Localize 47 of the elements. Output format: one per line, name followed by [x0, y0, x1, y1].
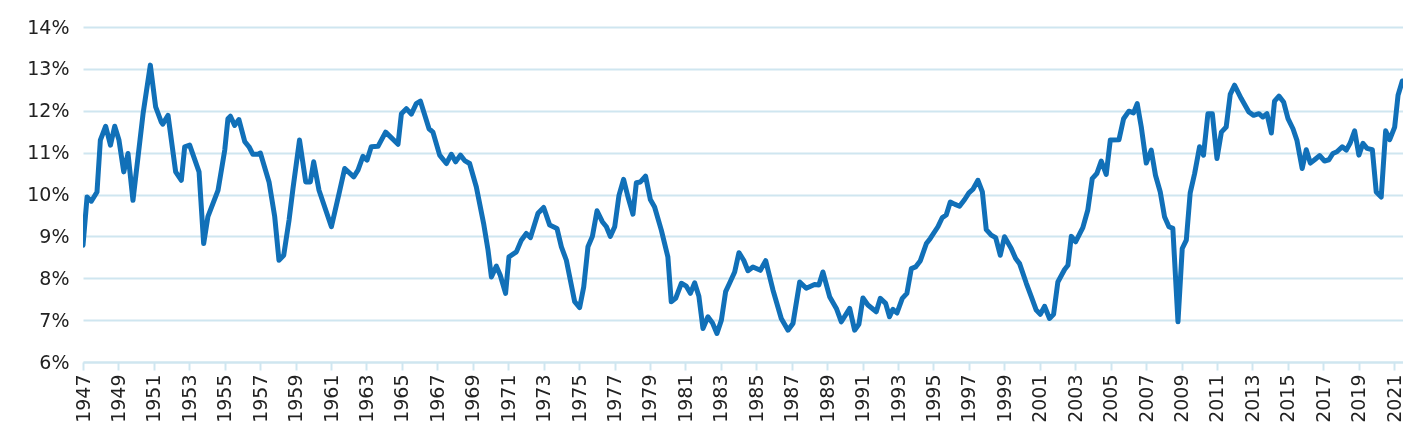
x-tick-label: 1997 [957, 374, 980, 423]
x-tick-label: 2009 [1170, 374, 1193, 423]
y-tick-label: 6% [39, 350, 70, 373]
x-tick-label: 1991 [851, 374, 874, 423]
x-tick-label: 1971 [496, 374, 519, 423]
x-tick-label: 2003 [1063, 374, 1086, 423]
x-tick-label: 1977 [603, 374, 626, 423]
x-tick-label: 1963 [354, 374, 377, 423]
x-tick-label: 1947 [71, 374, 94, 423]
x-tick-label: 2017 [1311, 374, 1334, 423]
x-tick-label: 1983 [709, 374, 732, 423]
y-tick-label: 14% [27, 15, 70, 38]
y-tick-label: 13% [27, 57, 70, 80]
y-tick-label: 11% [27, 141, 70, 164]
x-tick-label: 1989 [815, 374, 838, 423]
x-tick-label: 2021 [1382, 374, 1403, 423]
x-tick-label: 1981 [673, 374, 696, 423]
x-tick-label: 1995 [921, 374, 944, 423]
x-tick-label: 1987 [780, 374, 803, 423]
x-tick-label: 2013 [1240, 374, 1263, 423]
x-tick-label: 1993 [886, 374, 909, 423]
x-tick-label: 2005 [1099, 374, 1122, 423]
x-tick-label: 1957 [248, 374, 271, 423]
x-tick-label: 1953 [177, 374, 200, 423]
y-tick-label: 10% [27, 183, 70, 205]
y-tick-label: 12% [27, 99, 70, 122]
x-tick-label: 1999 [992, 374, 1015, 423]
x-tick-label: 1973 [532, 374, 555, 423]
x-tick-label: 1959 [284, 374, 307, 423]
x-tick-label: 1969 [461, 374, 484, 423]
x-tick-label: 1967 [425, 374, 448, 423]
x-tick-label: 2019 [1347, 374, 1370, 423]
x-tick-label: 2007 [1134, 374, 1157, 423]
x-tick-label: 2015 [1276, 374, 1299, 423]
x-tick-label: 1949 [106, 374, 129, 423]
y-tick-label: 7% [39, 308, 70, 331]
x-tick-label: 2001 [1028, 374, 1051, 423]
x-tick-label: 1961 [319, 374, 342, 423]
y-tick-label: 8% [39, 266, 70, 289]
y-tick-label: 9% [39, 224, 70, 247]
x-tick-label: 1965 [390, 374, 413, 423]
x-tick-label: 1951 [142, 374, 165, 423]
x-tick-label: 1985 [744, 374, 767, 423]
x-tick-label: 2011 [1205, 374, 1228, 423]
x-tick-label: 1955 [213, 374, 236, 423]
x-tick-label: 1975 [567, 374, 590, 423]
x-tick-label: 1979 [638, 374, 661, 423]
